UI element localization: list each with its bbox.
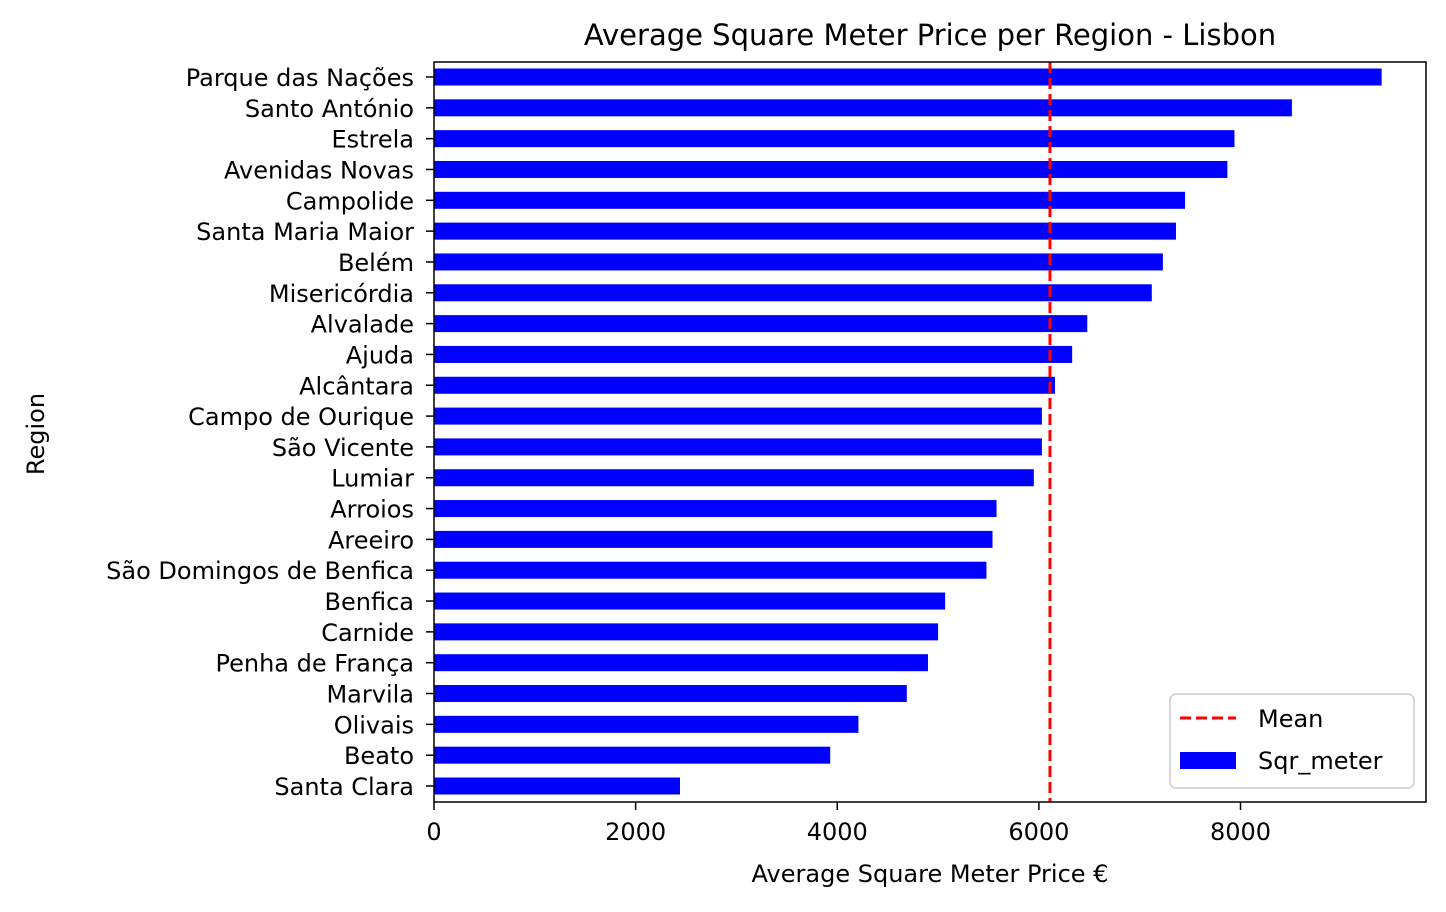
chart-title: Average Square Meter Price per Region - … <box>584 18 1276 52</box>
bar <box>434 345 1073 363</box>
x-axis-label: Average Square Meter Price € <box>752 860 1109 888</box>
bar <box>434 500 997 518</box>
y-axis-label: Region <box>22 393 50 475</box>
legend: Mean Sqr_meter <box>1169 693 1415 789</box>
bars-group <box>434 68 1382 795</box>
x-tick-label: 8000 <box>1210 818 1271 846</box>
y-tick-label: Santa Clara <box>274 773 414 801</box>
y-tick-label: Marvila <box>326 681 414 709</box>
bar <box>434 376 1056 394</box>
y-tick-label: São Domingos de Benfica <box>106 557 414 585</box>
y-tick-label: Lumiar <box>331 465 414 493</box>
y-tick-label: Arroios <box>330 496 414 524</box>
bar <box>434 68 1382 86</box>
bar <box>434 654 928 672</box>
bar <box>434 777 680 795</box>
bar <box>434 222 1176 240</box>
y-tick-label: Penha de França <box>215 650 414 678</box>
y-tick-label: Areeiro <box>328 526 414 554</box>
y-tick-label: Ajuda <box>346 341 414 369</box>
y-axis: Parque das Nações Santo António EstrelaAve… <box>106 64 434 801</box>
y-tick-label: Carnide <box>321 619 414 647</box>
bar <box>434 191 1186 209</box>
bar <box>434 623 939 641</box>
bar <box>434 746 831 764</box>
y-tick-label: Campo de Ourique <box>188 403 414 431</box>
bar <box>434 315 1088 333</box>
bar <box>434 530 993 548</box>
bar <box>434 715 859 733</box>
y-tick-label: Benfica <box>325 588 414 616</box>
bar <box>434 253 1163 271</box>
y-tick-label: Belém <box>338 249 414 277</box>
legend-mean-label: Mean <box>1258 705 1323 733</box>
x-tick-label: 4000 <box>807 818 868 846</box>
bar <box>434 438 1042 456</box>
bar <box>434 99 1292 117</box>
y-tick-label: São Vicente <box>272 434 414 462</box>
x-tick-label: 0 <box>426 818 441 846</box>
bar <box>434 469 1034 487</box>
bar <box>434 130 1235 148</box>
y-tick-label: Misericórdia <box>269 280 414 308</box>
bar <box>434 685 907 703</box>
legend-series-label: Sqr_meter <box>1258 747 1383 775</box>
plot-frame <box>433 61 1427 803</box>
bar <box>434 407 1042 425</box>
y-tick-label: Parque das Nações <box>186 64 414 92</box>
y-tick-label: Campolide <box>286 187 414 215</box>
y-tick-label: Alvalade <box>311 311 414 339</box>
bar <box>434 592 946 610</box>
x-tick-label: 6000 <box>1008 818 1069 846</box>
y-tick-label: Alcântara <box>299 372 414 400</box>
legend-series-swatch <box>1180 752 1236 769</box>
y-tick-label: Estrela <box>331 126 414 154</box>
y-tick-label: Avenidas Novas <box>224 156 414 184</box>
bar <box>434 160 1228 178</box>
y-tick-label: Santo António <box>245 95 414 123</box>
bar <box>434 284 1152 302</box>
y-tick-label: Beato <box>344 742 414 770</box>
x-axis: 0 2000 4000 6000 8000 <box>426 802 1271 846</box>
x-tick-label: 2000 <box>605 818 666 846</box>
bar <box>434 561 987 579</box>
y-tick-label: Olivais <box>334 711 414 739</box>
y-tick-label: Santa Maria Maior <box>196 218 414 246</box>
